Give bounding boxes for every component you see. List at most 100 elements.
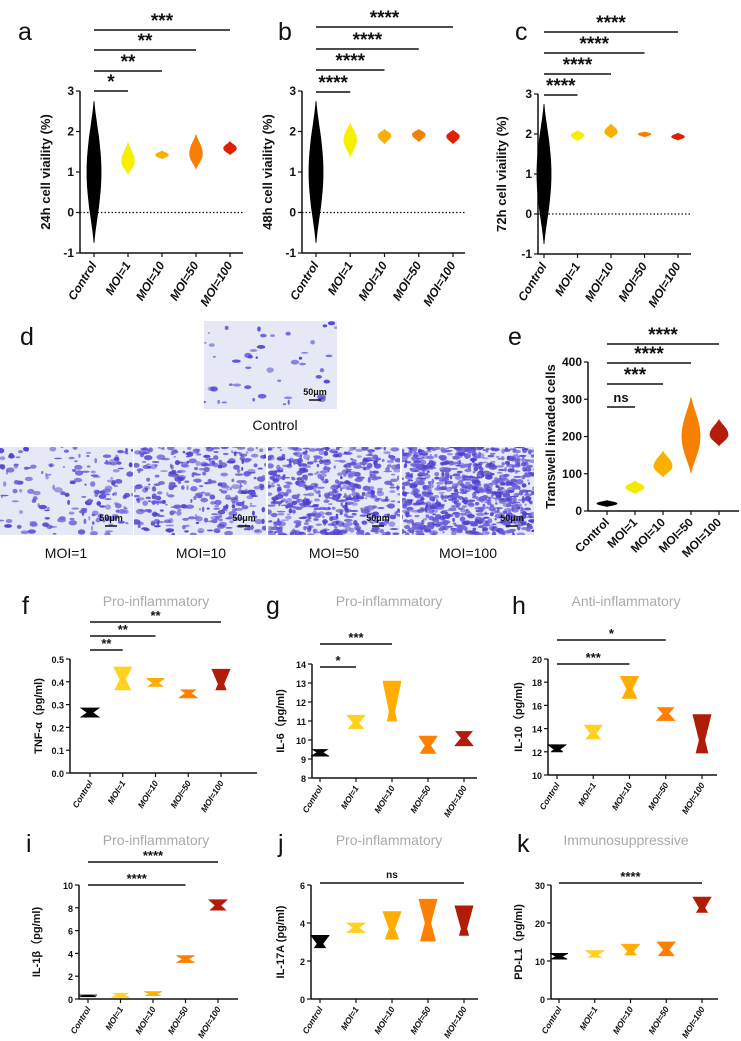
stained-cell bbox=[266, 367, 274, 373]
stained-cell bbox=[215, 530, 221, 533]
stained-cell bbox=[513, 492, 520, 497]
stained-cell bbox=[171, 532, 176, 535]
significance-label: * bbox=[609, 626, 615, 641]
stained-cell bbox=[201, 491, 206, 494]
stained-cell bbox=[218, 518, 223, 522]
stained-cell bbox=[125, 521, 129, 525]
significance-label: * bbox=[107, 72, 115, 93]
stained-cell bbox=[503, 523, 511, 526]
panel-label: i bbox=[26, 830, 32, 858]
stained-cell bbox=[196, 453, 202, 456]
stained-cell bbox=[117, 509, 120, 514]
violin-moi1 bbox=[343, 122, 357, 158]
stained-cell bbox=[46, 524, 53, 530]
stained-cell bbox=[83, 518, 87, 525]
y-tick-label: 3 bbox=[525, 87, 532, 101]
violin-moi10 bbox=[653, 450, 673, 478]
stained-cell bbox=[416, 509, 419, 513]
stained-cell bbox=[316, 486, 325, 489]
stained-cell bbox=[528, 515, 534, 519]
stained-cell bbox=[343, 451, 348, 454]
stained-cell bbox=[490, 460, 496, 463]
stained-cell bbox=[99, 505, 106, 508]
stained-cell bbox=[462, 463, 472, 468]
stained-cell bbox=[434, 516, 440, 521]
panel-label: e bbox=[508, 323, 522, 351]
stained-cell bbox=[185, 504, 195, 509]
stained-cell bbox=[390, 447, 400, 452]
x-tick-label: MOI=1 bbox=[577, 1005, 599, 1032]
stained-cell bbox=[254, 515, 258, 519]
stained-cell bbox=[24, 476, 33, 482]
stained-cell bbox=[434, 487, 443, 491]
stained-cell bbox=[310, 340, 315, 345]
stained-cell bbox=[182, 450, 186, 454]
stained-cell bbox=[522, 511, 528, 517]
stained-cell bbox=[81, 496, 87, 498]
stained-cell bbox=[283, 484, 291, 489]
stained-cell bbox=[383, 470, 393, 473]
violin-moi100 bbox=[211, 668, 231, 691]
stained-cell bbox=[131, 492, 133, 497]
stained-cell bbox=[425, 501, 432, 507]
stained-cell bbox=[160, 447, 164, 450]
stained-cell bbox=[139, 453, 145, 458]
stained-cell bbox=[245, 366, 252, 370]
stained-cell bbox=[206, 529, 214, 532]
stained-cell bbox=[451, 530, 457, 535]
stained-cell bbox=[494, 517, 497, 521]
stained-cell bbox=[315, 448, 322, 452]
stained-cell bbox=[523, 507, 532, 511]
stained-cell bbox=[427, 480, 432, 484]
stained-cell bbox=[402, 490, 405, 495]
stained-cell bbox=[405, 498, 412, 504]
micrograph-moi100 bbox=[402, 447, 534, 535]
x-tick-label: Control bbox=[287, 259, 322, 303]
significance-label: ** bbox=[138, 31, 153, 52]
stained-cell bbox=[241, 505, 249, 510]
stained-cell bbox=[184, 530, 189, 533]
y-tick-label: 9 bbox=[301, 755, 306, 765]
stained-cell bbox=[530, 500, 533, 505]
stained-cell bbox=[0, 447, 5, 454]
stained-cell bbox=[384, 480, 393, 485]
panel-j: j Pro-inflammatory IL-17A (pg/ml) 0 2 4 6 Contr… bbox=[275, 830, 478, 1040]
y-tick-label: 2 bbox=[300, 957, 305, 967]
stained-cell bbox=[415, 457, 422, 460]
stained-cell bbox=[484, 531, 490, 535]
stained-cell bbox=[505, 481, 512, 486]
stained-cell bbox=[529, 525, 533, 528]
stained-cell bbox=[186, 447, 192, 451]
stained-cell bbox=[69, 517, 75, 521]
stained-cell bbox=[189, 532, 197, 535]
stained-cell bbox=[402, 504, 407, 509]
stained-cell bbox=[212, 355, 216, 358]
stained-cell bbox=[254, 518, 263, 525]
stained-cell bbox=[317, 514, 323, 517]
stained-cell bbox=[340, 502, 344, 507]
stained-cell bbox=[497, 494, 502, 498]
x-tick-label: MOI=50 bbox=[646, 781, 671, 812]
stained-cell bbox=[316, 394, 326, 400]
stained-cell bbox=[206, 507, 210, 510]
y-tick-label: 400 bbox=[562, 355, 582, 369]
y-axis-label: PD-L1（pg/ml) bbox=[512, 904, 525, 980]
stained-cell bbox=[214, 505, 219, 508]
stained-cell bbox=[117, 467, 124, 470]
stained-cell bbox=[251, 510, 255, 516]
stained-cell bbox=[268, 481, 271, 484]
panel-title: Anti-inflammatory bbox=[572, 593, 681, 609]
stained-cell bbox=[308, 513, 316, 517]
stained-cell bbox=[462, 475, 470, 480]
significance-label: **** bbox=[596, 13, 626, 34]
stained-cell bbox=[261, 525, 266, 531]
stained-cell bbox=[225, 497, 232, 500]
stained-cell bbox=[415, 524, 419, 527]
stained-cell bbox=[526, 522, 530, 528]
stained-cell bbox=[497, 468, 507, 472]
significance-label: **** bbox=[370, 8, 400, 29]
stained-cell bbox=[371, 514, 381, 519]
stained-cell bbox=[446, 452, 453, 456]
stained-cell bbox=[205, 482, 208, 485]
stained-cell bbox=[30, 464, 37, 469]
